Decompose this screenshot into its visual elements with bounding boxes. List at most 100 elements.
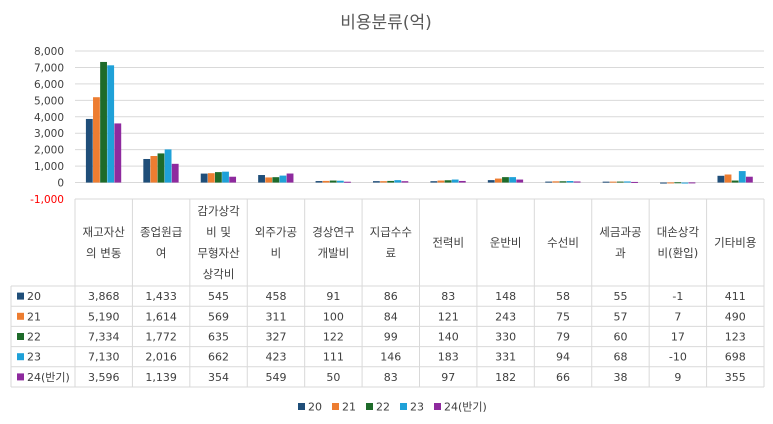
data-label: 66: [556, 371, 570, 384]
data-label: 99: [384, 331, 398, 344]
bar: [631, 181, 638, 183]
bar: [660, 182, 667, 184]
bar: [437, 180, 445, 183]
category-label: 외주가공: [255, 225, 297, 239]
legend-entry: 23: [410, 401, 424, 414]
data-label: 94: [556, 351, 570, 364]
data-label: 97: [441, 371, 455, 384]
bar: [214, 172, 222, 183]
bar: [458, 180, 466, 183]
data-label: 7: [674, 310, 681, 323]
category-label: 비 및: [206, 225, 231, 239]
bar: [143, 158, 151, 183]
data-label: 698: [725, 351, 746, 364]
data-label: 662: [208, 351, 229, 364]
data-label: 75: [556, 310, 570, 323]
bar: [286, 173, 294, 183]
table-series-name: 20: [27, 290, 41, 303]
category-label: 비: [271, 246, 282, 260]
bar: [487, 180, 495, 183]
table-series-swatch: [17, 292, 24, 300]
data-label: 111: [323, 351, 344, 364]
data-label: 140: [438, 331, 459, 344]
data-label: 635: [208, 331, 229, 344]
bar: [509, 177, 517, 183]
bar: [616, 181, 624, 183]
category-label: 비(환입): [658, 246, 699, 260]
legend-swatch: [298, 403, 305, 410]
data-label: 569: [208, 310, 229, 323]
legend-swatch: [434, 403, 441, 410]
y-tick-label: 0: [57, 178, 64, 190]
data-label: 38: [613, 371, 627, 384]
y-tick-label: 7,000: [34, 62, 64, 74]
category-label: 운반비: [490, 236, 522, 250]
data-label: 1,433: [145, 290, 177, 303]
data-label: 490: [725, 310, 746, 323]
category-label: 료: [385, 246, 396, 260]
bar: [171, 163, 179, 183]
data-label: 3,868: [88, 290, 120, 303]
data-label: 100: [323, 310, 344, 323]
data-label: 458: [265, 290, 286, 303]
bar: [724, 174, 732, 183]
bar: [738, 171, 746, 183]
bar: [451, 179, 459, 183]
data-label: 1,772: [145, 331, 177, 344]
category-label: 여: [156, 246, 167, 260]
bar: [85, 118, 93, 183]
category-label: 개발비: [318, 246, 350, 260]
bar: [430, 181, 438, 183]
data-label: 122: [323, 331, 344, 344]
category-label: 과: [615, 246, 626, 260]
bar: [444, 180, 452, 183]
data-label: 55: [613, 290, 627, 303]
bar: [200, 173, 208, 183]
bar: [731, 180, 739, 183]
bar: [545, 181, 553, 183]
y-tick-label: 2,000: [34, 145, 64, 157]
data-label: 68: [613, 351, 627, 364]
y-tick-label: 6,000: [34, 79, 64, 91]
data-label: 79: [556, 331, 570, 344]
data-label: 86: [384, 290, 398, 303]
category-label: 재고자산: [83, 225, 126, 239]
category-label: 무형자산: [197, 246, 240, 260]
data-label: 123: [725, 331, 746, 344]
data-label: 91: [326, 290, 340, 303]
bar: [387, 180, 395, 183]
table-series-swatch: [17, 373, 24, 381]
category-label: 감가상각: [197, 204, 240, 218]
data-label: 146: [380, 351, 401, 364]
bar: [745, 176, 753, 183]
bar: [322, 180, 330, 183]
data-label: 327: [265, 331, 286, 344]
bar: [272, 177, 280, 183]
table-series-name: 21: [27, 310, 41, 323]
data-label: 330: [495, 331, 516, 344]
category-label: 상각비: [203, 267, 235, 281]
bar: [229, 176, 237, 183]
data-label: 9: [674, 371, 681, 384]
data-label: 5,190: [88, 310, 120, 323]
data-label: -10: [669, 351, 687, 364]
table-series-name: 24(반기): [27, 371, 70, 384]
bar: [602, 181, 610, 183]
data-label: 243: [495, 310, 516, 323]
data-label: 57: [613, 310, 627, 323]
data-label: 3,596: [88, 371, 120, 384]
bar: [502, 177, 509, 183]
data-label: 84: [384, 310, 398, 323]
bar: [688, 182, 696, 184]
y-tick-label: 8,000: [34, 46, 64, 58]
bar: [315, 181, 323, 183]
category-label: 경상연구: [312, 225, 354, 239]
data-label: 83: [441, 290, 455, 303]
data-label: 1,139: [145, 371, 177, 384]
legend-swatch: [332, 403, 339, 410]
bar: [380, 181, 387, 183]
bar: [329, 180, 337, 183]
category-label: 기타비용: [714, 236, 756, 250]
